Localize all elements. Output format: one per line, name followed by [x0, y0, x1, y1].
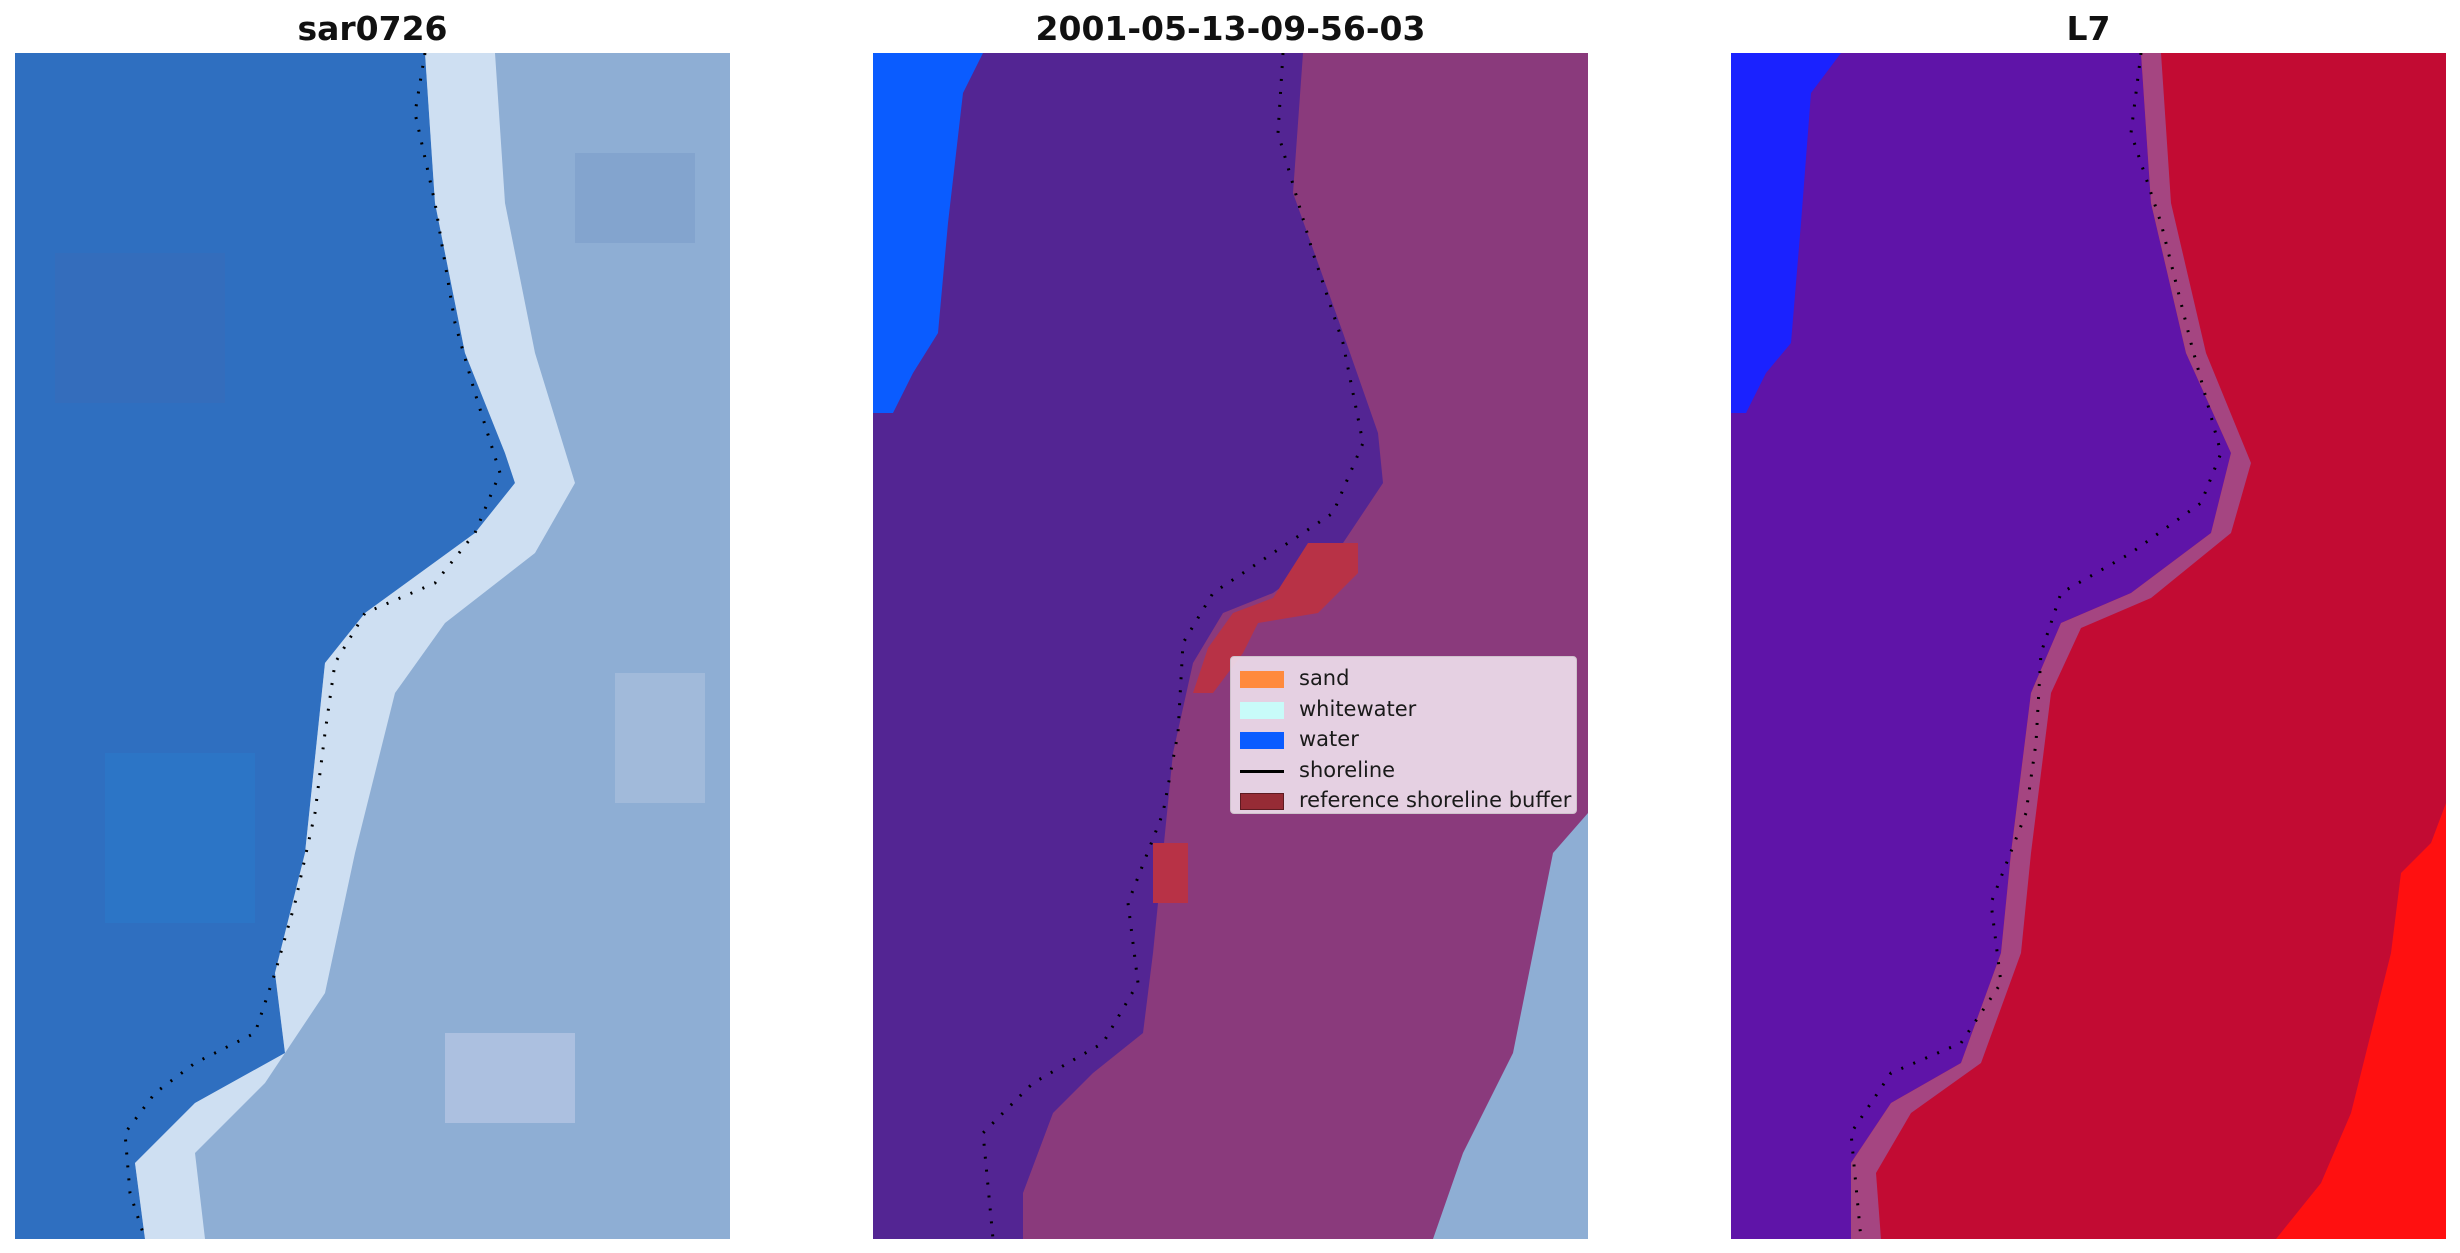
panel-title-index: L7: [2066, 9, 2111, 48]
legend-line-shoreline: [1240, 769, 1284, 773]
legend-item-shoreline: shoreline: [1231, 755, 1576, 786]
index-image-panel: [1731, 53, 2446, 1239]
legend-swatch-sand: [1240, 671, 1284, 688]
classified-buffer-1: [1193, 543, 1358, 693]
rgb-image-panel: [15, 53, 730, 1239]
classified-image: [873, 53, 1588, 1239]
index-image: [1731, 53, 2446, 1239]
legend-item-sand: sand: [1231, 663, 1576, 694]
legend-swatch-water: [1240, 732, 1284, 749]
rgb-texture-3: [105, 753, 255, 923]
classified-buffer-2: [1153, 843, 1188, 903]
index-transition-band: [1851, 53, 2251, 1239]
classified-water-area: [873, 53, 1383, 1239]
index-water-area: [1731, 53, 2231, 1239]
legend-label-water: water: [1299, 727, 1359, 751]
legend-swatch-buffer: [1240, 793, 1284, 810]
legend-label-sand: sand: [1299, 666, 1350, 690]
index-high-area: [2276, 803, 2446, 1239]
legend-label-shoreline: shoreline: [1299, 757, 1396, 782]
panel-title-classified: 2001-05-13-09-56-03: [1035, 9, 1426, 48]
legend-item-buffer: reference shoreline buffer: [1231, 785, 1576, 816]
rgb-image: [15, 53, 730, 1239]
classified-image-panel: [873, 53, 1588, 1239]
legend-label-buffer: reference shoreline buffer: [1299, 788, 1572, 812]
legend-swatch-whitewater: [1240, 701, 1284, 719]
shoreline-dots-index: [1849, 53, 2223, 1239]
legend-item-water: water: [1231, 724, 1576, 755]
shoreline-dots-rgb: [123, 53, 502, 1239]
legend-label-whitewater: whitewater: [1299, 696, 1417, 721]
rgb-texture-2: [615, 673, 705, 803]
legend-item-whitewater: whitewater: [1231, 694, 1576, 725]
classified-bluish-corner: [1433, 813, 1588, 1239]
index-sea-area: [1731, 53, 1841, 413]
classified-sea-area: [873, 53, 983, 413]
rgb-beach-band: [135, 53, 575, 1239]
panel-title-rgb: sar0726: [297, 9, 448, 48]
rgb-texture-4: [55, 253, 225, 403]
legend: sand whitewater water shoreline referenc…: [1230, 656, 1577, 814]
rgb-texture-1: [575, 153, 695, 243]
rgb-texture-5: [445, 1033, 575, 1123]
